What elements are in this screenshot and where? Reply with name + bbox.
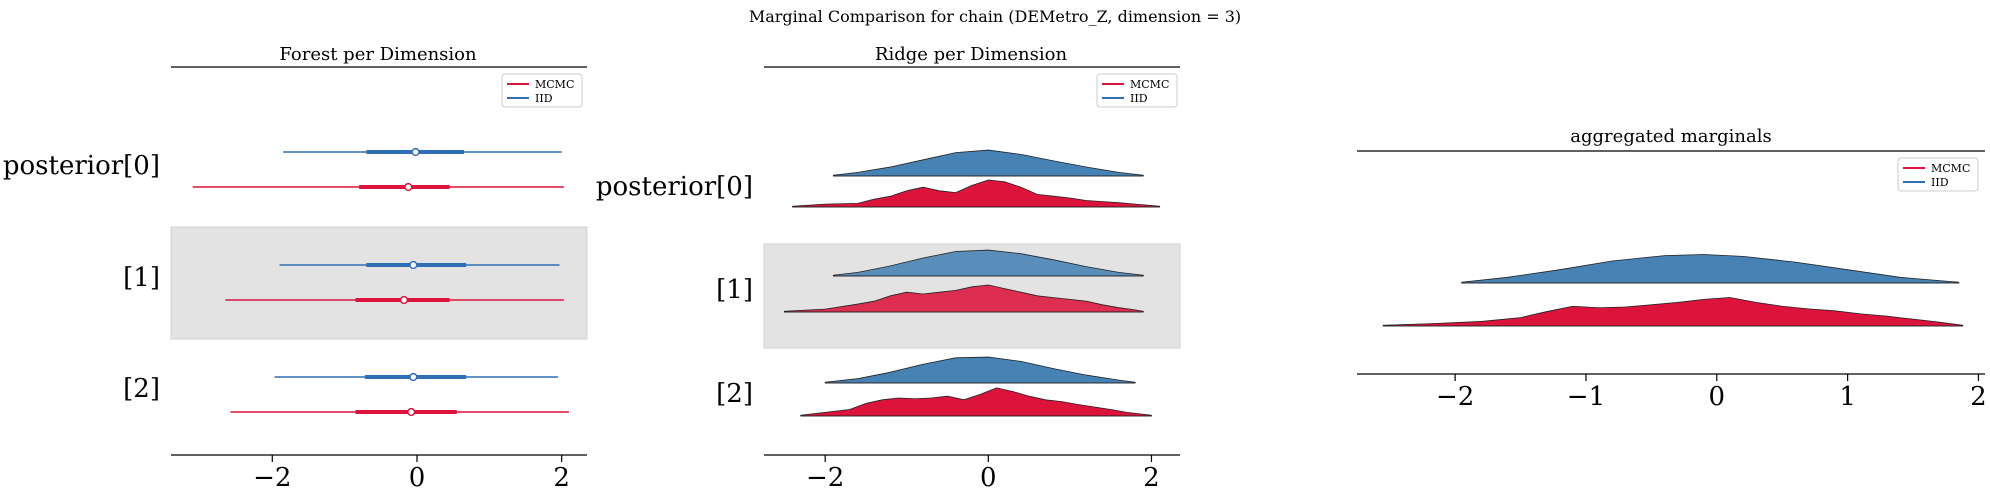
x-tick-label: 0 bbox=[980, 463, 997, 493]
forest-row-labels: posterior[0] [1] [2] bbox=[3, 151, 160, 404]
median-point bbox=[407, 407, 416, 417]
x-tick-label: −1 bbox=[1567, 382, 1605, 412]
aggregated-marks bbox=[1382, 254, 1964, 327]
x-tick-label: −2 bbox=[1436, 382, 1474, 412]
legend-label: IID bbox=[1130, 92, 1148, 105]
row-label: [2] bbox=[123, 374, 160, 404]
forest-band-layer bbox=[170, 226, 588, 340]
median-point bbox=[399, 295, 409, 305]
x-tick-label: 2 bbox=[1143, 463, 1160, 493]
legend-label: MCMC bbox=[1931, 162, 1970, 175]
legend-label: MCMC bbox=[1130, 78, 1169, 91]
forest-x-ticks: −2 0 2 bbox=[253, 455, 570, 493]
ridge-density bbox=[783, 284, 1144, 313]
median-point bbox=[409, 260, 418, 270]
ridge-panel-title: Ridge per Dimension bbox=[875, 44, 1068, 65]
legend-label: MCMC bbox=[535, 78, 574, 91]
legend-label: IID bbox=[1931, 176, 1949, 189]
ridge-density bbox=[792, 179, 1161, 208]
aggregated-panel-title: aggregated marginals bbox=[1570, 126, 1771, 147]
x-tick-label: 2 bbox=[1970, 382, 1987, 412]
median-point bbox=[409, 372, 418, 382]
forest-panel: Forest per Dimension posterior[0][1][2] … bbox=[3, 44, 588, 493]
ridge-density bbox=[832, 249, 1144, 277]
row-label: [1] bbox=[716, 275, 753, 305]
x-tick-label: 0 bbox=[409, 463, 426, 493]
ridge-density bbox=[800, 387, 1152, 417]
x-tick-label: 1 bbox=[1839, 382, 1856, 412]
x-tick-label: 0 bbox=[1709, 382, 1726, 412]
forest-panel-title: Forest per Dimension bbox=[279, 44, 477, 65]
legend-label: IID bbox=[535, 92, 553, 105]
forest-marks bbox=[192, 147, 569, 417]
ridge-density bbox=[1461, 254, 1960, 284]
median-point bbox=[411, 147, 420, 157]
row-label: posterior[0] bbox=[596, 172, 753, 202]
ridge-density bbox=[832, 149, 1144, 177]
ridge-density bbox=[824, 356, 1136, 384]
x-tick-label: −2 bbox=[253, 463, 291, 493]
figure-suptitle: Marginal Comparison for chain (DEMetro_Z… bbox=[749, 7, 1241, 26]
aggregated-x-ticks: −2 −1 0 1 2 bbox=[1436, 374, 1987, 412]
ridge-marks bbox=[783, 149, 1161, 417]
row-label: [2] bbox=[716, 379, 753, 409]
ridge-row-labels: posterior[0] [1] [2] bbox=[596, 172, 753, 409]
shaded-row-band bbox=[170, 226, 588, 340]
median-point bbox=[404, 182, 413, 192]
ridge-x-ticks: −2 0 2 bbox=[806, 455, 1160, 493]
ridge-panel: Ridge per Dimension posterior[0] [1] [2] −… bbox=[596, 44, 1181, 493]
row-label: posterior[0] bbox=[3, 151, 160, 181]
row-label: [1] bbox=[123, 263, 160, 293]
x-tick-label: −2 bbox=[806, 463, 844, 493]
ridge-density bbox=[1382, 297, 1964, 327]
x-tick-label: 2 bbox=[553, 463, 570, 493]
